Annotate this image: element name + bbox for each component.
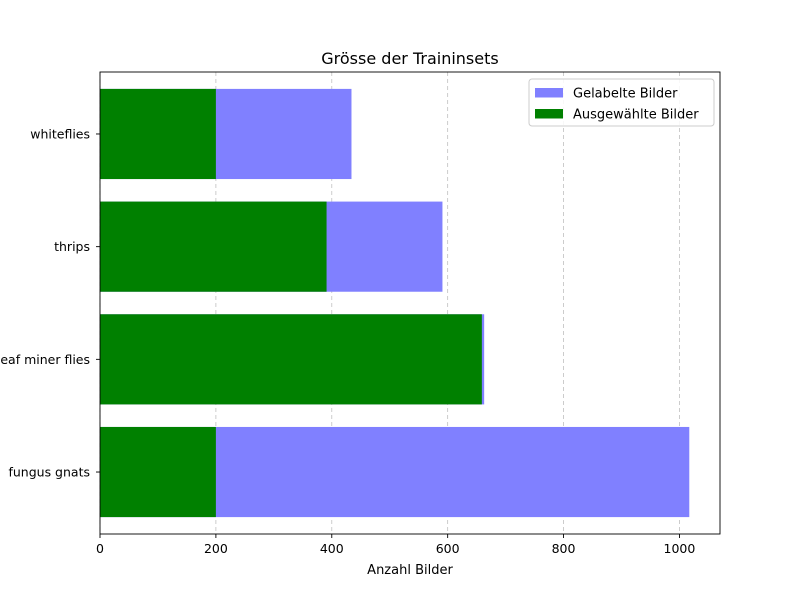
legend: Gelabelte Bilder Ausgewählte Bilder	[528, 78, 715, 127]
bars	[100, 88, 690, 518]
x-tick-label: 800	[552, 541, 576, 556]
y-tick-label: fungus gnats	[8, 465, 90, 480]
x-tick-label: 0	[96, 541, 104, 556]
x-tick-label: 200	[204, 541, 228, 556]
x-tick-label: 600	[436, 541, 460, 556]
y-tick-label: whiteflies	[30, 126, 90, 141]
legend-label: Ausgewählte Bilder	[573, 108, 699, 123]
bar-selected-fungus-gnats	[100, 426, 216, 518]
x-axis-label: Anzahl Bilder	[367, 563, 453, 578]
legend-swatch	[535, 88, 563, 98]
legend-label: Gelabelte Bilder	[573, 87, 678, 102]
y-tick-label: thrips	[54, 239, 90, 254]
x-tick-label: 400	[320, 541, 344, 556]
legend-swatch	[535, 109, 563, 119]
y-tick-label: leaf miner flies	[0, 352, 90, 367]
bar-selected-thrips	[100, 201, 327, 292]
axes: 0 200 400 600 800 1000 fungus gnats leaf miner …	[0, 71, 721, 556]
chart-title: Grösse der Traininsets	[321, 49, 498, 68]
plot-frame	[99, 71, 721, 535]
bar-selected-leaf-miner-flies	[100, 314, 482, 405]
bar-selected-whiteflies	[100, 88, 216, 180]
legend-box	[528, 78, 715, 127]
x-tick-label: 1000	[664, 541, 696, 556]
